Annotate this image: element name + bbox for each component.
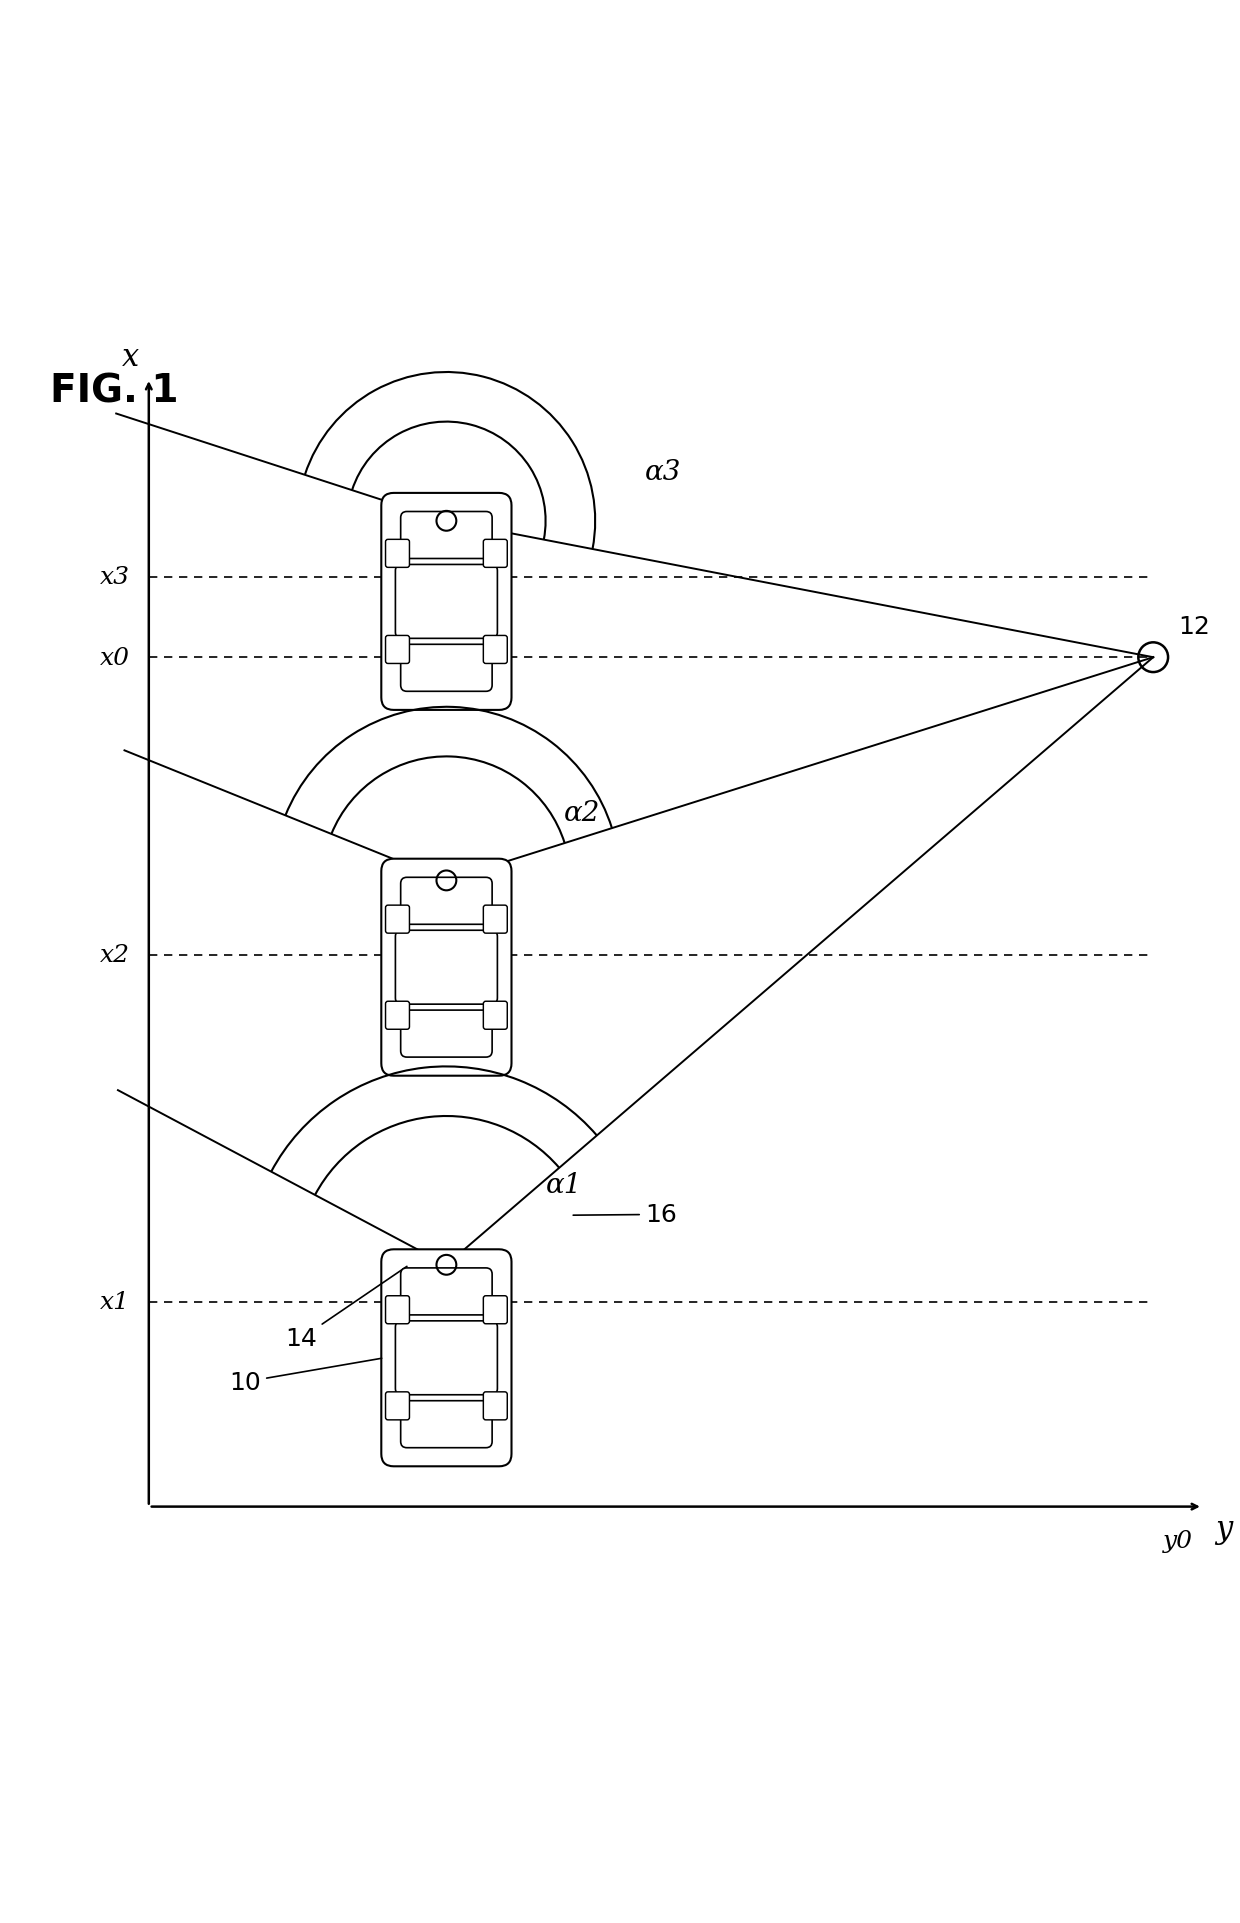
FancyBboxPatch shape (484, 637, 507, 663)
FancyBboxPatch shape (396, 565, 497, 638)
Text: y: y (1215, 1513, 1233, 1544)
Text: 10: 10 (229, 1358, 382, 1394)
Text: 12: 12 (1178, 615, 1210, 638)
FancyBboxPatch shape (401, 877, 492, 925)
FancyBboxPatch shape (396, 1321, 497, 1394)
FancyBboxPatch shape (401, 1269, 492, 1315)
Text: x3: x3 (100, 565, 130, 588)
Text: y0: y0 (1163, 1529, 1193, 1552)
FancyBboxPatch shape (386, 1392, 409, 1419)
FancyBboxPatch shape (401, 512, 492, 560)
FancyBboxPatch shape (401, 1011, 492, 1058)
FancyBboxPatch shape (386, 906, 409, 935)
FancyBboxPatch shape (386, 1296, 409, 1325)
FancyBboxPatch shape (396, 931, 497, 1004)
FancyBboxPatch shape (401, 644, 492, 692)
Text: x0: x0 (100, 646, 130, 669)
Text: x2: x2 (100, 944, 130, 967)
Text: FIG. 1: FIG. 1 (50, 373, 179, 412)
FancyBboxPatch shape (382, 860, 511, 1077)
FancyBboxPatch shape (401, 1402, 492, 1448)
Text: x1: x1 (100, 1290, 130, 1313)
FancyBboxPatch shape (484, 540, 507, 567)
FancyBboxPatch shape (484, 906, 507, 935)
Text: α2: α2 (564, 800, 600, 827)
FancyBboxPatch shape (484, 1002, 507, 1029)
Text: 16: 16 (573, 1202, 677, 1227)
Text: α1: α1 (546, 1171, 582, 1198)
Text: x: x (122, 342, 139, 373)
FancyBboxPatch shape (382, 1250, 511, 1467)
FancyBboxPatch shape (386, 540, 409, 567)
FancyBboxPatch shape (484, 1296, 507, 1325)
FancyBboxPatch shape (484, 1392, 507, 1419)
FancyBboxPatch shape (382, 494, 511, 710)
FancyBboxPatch shape (386, 1002, 409, 1029)
FancyBboxPatch shape (386, 637, 409, 663)
Text: 14: 14 (285, 1267, 407, 1350)
Text: α3: α3 (645, 458, 681, 485)
